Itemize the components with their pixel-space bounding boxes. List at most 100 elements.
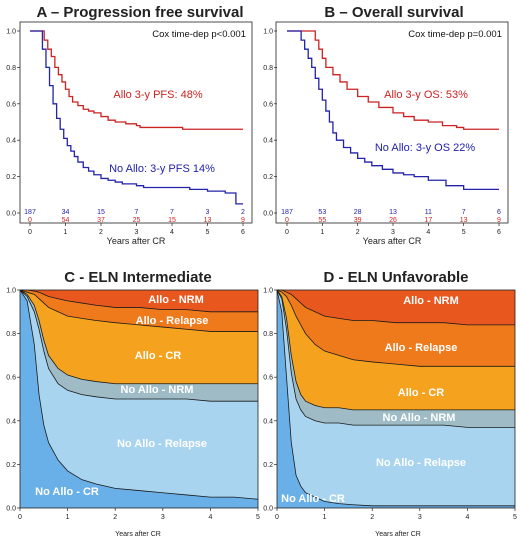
panel-d-y-axis: 0.0 0.2 0.4 0.6 0.8 1.0 <box>263 288 277 513</box>
panel-d-boundary-line <box>276 289 515 367</box>
panel-b-curve-noallo <box>287 30 499 190</box>
panel-c-boundary-line <box>19 289 258 402</box>
panel-a-risk-noallo: 7 <box>135 209 139 216</box>
panel-a-risk-allo: 9 <box>241 217 245 224</box>
panel-d-label-allo-relapse: Allo - Relapse <box>385 342 458 354</box>
panel-c-ytick-label: 0.8 <box>6 331 16 338</box>
panel-d-label-allo-nrm: Allo - NRM <box>403 295 459 307</box>
panel-b-noallo-label: No Allo: 3-y OS 22% <box>375 142 475 154</box>
panel-c-y-axis: 0.0 0.2 0.4 0.6 0.8 1.0 <box>6 288 20 513</box>
panel-a-ytick-label: 0.6 <box>6 101 16 108</box>
panel-a-risk-allo: 25 <box>133 217 141 224</box>
panel-b-risk-noallo: 13 <box>389 209 397 216</box>
panel-d-area-allo-nrm <box>277 290 515 325</box>
panel-a-risk-noallo: 187 <box>24 209 36 216</box>
panel-a-risk-noallo: 34 <box>62 209 70 216</box>
panel-b-curve-allo <box>287 30 499 130</box>
panel-a-risk-allo: 0 <box>28 217 32 224</box>
panel-d-area-allo-cr <box>277 290 515 410</box>
panel-c-ytick-label: 0.4 <box>6 418 16 425</box>
panel-a-xtick-label: 4 <box>170 229 174 236</box>
panel-a-ytick-label: 0.2 <box>6 174 16 181</box>
panel-d-area-allo-relapse <box>277 290 515 367</box>
panel-c-boundary-line <box>19 289 258 332</box>
panel-a-risk-noallo: 3 <box>206 209 210 216</box>
panel-a-risk-noallo: 2 <box>241 209 245 216</box>
panel-a-allo-label: Allo 3-y PFS: 48% <box>113 89 202 101</box>
panel-c-label-allo-nrm: Allo - NRM <box>148 294 204 306</box>
panel-d-xtick-label: 0 <box>275 514 279 521</box>
panel-a-title: A – Progression free survival <box>36 4 243 21</box>
panel-d-xtick-label: 3 <box>418 514 422 521</box>
panel-b-risk-allo: 26 <box>389 217 397 224</box>
panel-d-xlabel: Years after CR <box>375 531 421 538</box>
panel-a-xtick-label: 2 <box>99 229 103 236</box>
panel-c-label-noallo-nrm: No Allo - NRM <box>121 384 194 396</box>
panel-b-ytick-label: 0.8 <box>263 65 273 72</box>
panel-a-risk-noallo: 7 <box>170 209 174 216</box>
panel-b-ytick-label: 0.4 <box>263 138 273 145</box>
panel-d-xtick-label: 1 <box>323 514 327 521</box>
panel-b-y-axis: 0.0 0.2 0.4 0.6 0.8 1.0 <box>263 29 277 218</box>
panel-a-risk-noallo: 15 <box>97 209 105 216</box>
panel-d-area-no-allo-nrm <box>277 290 515 428</box>
panel-b-cox-stat: Cox time-dep p=0.001 <box>408 29 502 40</box>
panel-b-xtick-label: 6 <box>497 229 501 236</box>
panel-d-xtick-label: 5 <box>513 514 517 521</box>
panel-d-ytick-label: 1.0 <box>263 288 273 295</box>
panel-c-area-allo-relapse <box>20 290 258 332</box>
panel-a-xtick-label: 5 <box>206 229 210 236</box>
panel-c-boundary-line <box>19 289 259 500</box>
panel-b-risk-allo: 13 <box>460 217 468 224</box>
panel-a-xtick-label: 6 <box>241 229 245 236</box>
panel-a-ytick-label: 0.8 <box>6 65 16 72</box>
panel-a-xlabel: Years after CR <box>107 236 166 246</box>
panel-d-ytick-label: 0.4 <box>263 418 273 425</box>
panel-b-xtick-label: 2 <box>356 229 360 236</box>
panel-b-ytick-label: 0.6 <box>263 101 273 108</box>
panel-b-ytick-label: 1.0 <box>263 29 273 36</box>
panel-d-ytick-label: 0.6 <box>263 375 273 382</box>
panel-a-x-axis: 0 1 2 3 4 5 6 <box>28 223 245 236</box>
panel-a-xtick-label: 1 <box>64 229 68 236</box>
panel-c-boundary-line <box>19 289 258 385</box>
panel-c-ytick-label: 0.2 <box>6 462 16 469</box>
panel-a-risk-allo: 54 <box>62 217 70 224</box>
panel-c-xtick-label: 3 <box>161 514 165 521</box>
panel-c-label-allo-relapse: Allo - Relapse <box>136 315 209 327</box>
panel-c-label-noallo-relapse: No Allo - Relapse <box>117 438 207 450</box>
panel-c-ytick-label: 0.0 <box>6 506 16 513</box>
panel-c-area-allo-cr <box>20 290 258 384</box>
panel-a-risk-allo: 15 <box>168 217 176 224</box>
panel-d-label-noallo-nrm: No Allo - NRM <box>383 412 456 424</box>
panel-b-x-axis: 0 1 2 3 4 5 6 <box>285 223 501 236</box>
panel-b-xtick-label: 5 <box>462 229 466 236</box>
panel-c-area-no-allo-cr <box>20 290 258 508</box>
panel-b-risk-allo: 39 <box>354 217 362 224</box>
panel-c-x-axis: 0 1 2 3 4 5 <box>18 508 260 521</box>
panel-a-frame <box>19 21 253 224</box>
panel-b-risk-allo: 0 <box>285 217 289 224</box>
panel-b-risk-noallo: 11 <box>425 209 432 216</box>
panel-b-ytick-label: 0.0 <box>263 211 273 218</box>
panel-a-cox-stat: Cox time-dep p<0.001 <box>152 29 246 40</box>
panel-d-eln-unfavorable-chart: D - ELN Unfavorable 0.0 0.2 0.4 0.6 0.8 1.0 0… <box>263 269 517 538</box>
panel-c-area-no-allo-relapse <box>20 290 258 500</box>
panel-c-label-allo-cr: Allo - CR <box>135 350 181 362</box>
panel-b-risk-allo: 55 <box>318 217 326 224</box>
panel-d-ytick-label: 0.0 <box>263 506 273 513</box>
panel-d-area-no-allo-relapse <box>277 290 515 506</box>
panel-d-frame <box>276 289 516 509</box>
panel-b-frame <box>275 21 509 224</box>
panel-c-xlabel: Years after CR <box>115 531 161 538</box>
panel-c-xtick-label: 4 <box>208 514 212 521</box>
panel-a-curves <box>30 30 243 205</box>
panel-b-title: B – Overall survival <box>324 4 463 21</box>
panel-a-xtick-label: 3 <box>135 229 139 236</box>
panel-c-label-noallo-cr: No Allo - CR <box>35 486 99 498</box>
panel-c-frame <box>19 289 259 509</box>
panel-b-risk-noallo: 6 <box>497 209 501 216</box>
panel-d-label-noallo-cr: No Allo - CR <box>281 493 345 505</box>
panel-b-xlabel: Years after CR <box>363 236 422 246</box>
panel-b-risk-noallo: 53 <box>318 209 326 216</box>
